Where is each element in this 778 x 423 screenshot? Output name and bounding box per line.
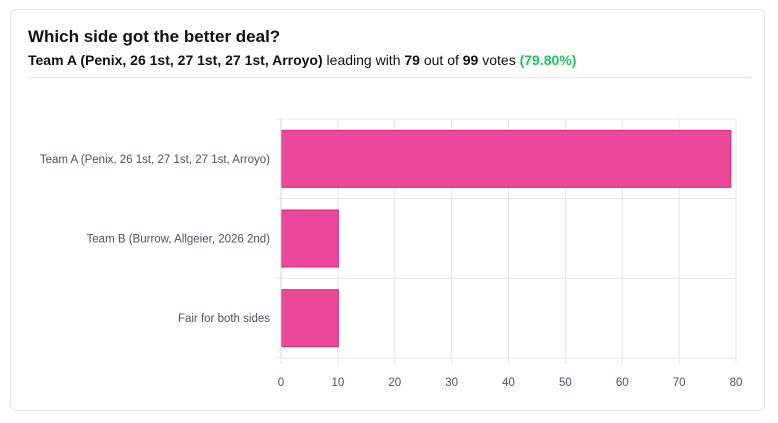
axis-layer: 0 10 20 30 40 50 60 70 80 Team A (Penix, 26 1st, … [40,119,743,389]
bar[interactable] [281,289,339,348]
bar-layer [281,129,732,348]
out-of-text: out of [423,52,459,68]
leader-name: Team A (Penix, 26 1st, 27 1st, 27 1st, A… [28,52,323,68]
leader-votes: 79 [404,52,420,68]
x-tick-label: 40 [502,377,515,389]
category-label: Team A (Penix, 26 1st, 27 1st, 27 1st, A… [40,154,270,166]
poll-question: Which side got the better deal? [28,27,281,46]
poll-summary: Team A (Penix, 26 1st, 27 1st, 27 1st, A… [28,52,576,68]
x-tick-label: 30 [445,377,458,389]
x-tick-label: 70 [673,377,686,389]
votes-text: votes [482,52,516,68]
bar[interactable] [281,129,732,188]
category-label: Team B (Burrow, Allgeier, 2026 2nd) [87,234,271,246]
category-label: Fair for both sides [178,313,270,325]
leader-percent: (79.80%) [519,52,577,68]
x-tick-label: 10 [331,377,344,389]
total-votes: 99 [462,52,479,68]
bar[interactable] [281,209,339,268]
x-tick-label: 0 [278,377,284,389]
divider [28,77,751,78]
x-tick-label: 50 [559,377,572,389]
x-tick-label: 20 [388,377,401,389]
leading-text: leading with [326,52,401,68]
x-tick-label: 60 [616,377,629,389]
poll-card: Which side got the better deal? Team A (… [10,9,765,411]
x-tick-label: 80 [730,377,743,389]
